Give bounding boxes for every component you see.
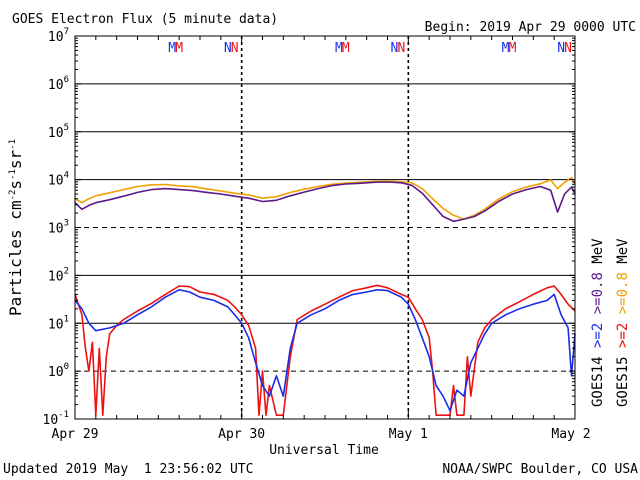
event-marker: N xyxy=(564,41,572,56)
x-tick-label: May 2 xyxy=(551,427,590,442)
event-marker: M xyxy=(342,41,350,56)
event-marker: N xyxy=(224,41,232,56)
series-line xyxy=(74,181,576,223)
legend-text: MeV xyxy=(590,238,606,272)
series-line xyxy=(74,284,576,416)
data-series xyxy=(74,176,576,416)
updated-timestamp: Updated 2019 May 1 23:56:02 UTC xyxy=(3,462,253,477)
y-label-base: Particles cm xyxy=(6,200,25,316)
y-tick-label: 105 xyxy=(48,123,69,141)
legend-column: GOES15 >=2 >=0.8 MeV xyxy=(615,238,631,407)
event-marker: M xyxy=(175,41,183,56)
y-axis-label: Particles cm-2s-1sr-1 xyxy=(6,139,25,316)
y-tick-label: 103 xyxy=(48,219,69,237)
y-tick-label: 100 xyxy=(48,362,69,380)
y-label-mid2: sr xyxy=(6,149,25,169)
event-marker: N xyxy=(391,41,399,56)
x-axis-label: Universal Time xyxy=(269,443,379,458)
x-tick-label: Apr 30 xyxy=(218,427,265,442)
axes: 10-1 100 101 102 103 104 105 106 107 Apr 29 Apr 30… xyxy=(43,27,591,442)
legend-text: GOES14 xyxy=(590,356,606,407)
y-tick-label: 10-1 xyxy=(43,410,70,428)
grid-lines xyxy=(75,36,575,419)
credit-line: NOAA/SWPC Boulder, CO USA xyxy=(442,462,638,477)
legend-text: >=2 xyxy=(590,323,606,357)
y-tick-label: 106 xyxy=(48,75,69,93)
y-tick-label: 102 xyxy=(48,266,69,284)
y-label-mid1: s xyxy=(6,180,25,190)
y-tick-label: 107 xyxy=(48,27,69,45)
legend-text: >=0.8 xyxy=(615,272,631,323)
legend-text: MeV xyxy=(615,238,631,272)
event-marker: M xyxy=(509,41,517,56)
legend-entry: GOES14 >=2 >=0.8 MeV xyxy=(590,238,606,407)
event-marker: N xyxy=(397,41,405,56)
event-marker: N xyxy=(231,41,239,56)
series-line xyxy=(74,176,576,220)
legend-column: GOES14 >=2 >=0.8 MeV xyxy=(590,238,606,407)
begin-time: Begin: 2019 Apr 29 0000 UTC xyxy=(425,20,636,35)
legend-text: >=2 xyxy=(615,323,631,357)
y-tick-label: 101 xyxy=(48,314,69,332)
series-line xyxy=(74,289,576,412)
y-tick-label: 104 xyxy=(48,171,69,189)
event-marker: N xyxy=(557,41,565,56)
legend-entry: GOES15 >=2 >=0.8 MeV xyxy=(615,238,631,407)
chart-title: GOES Electron Flux (5 minute data) xyxy=(12,12,278,27)
x-tick-label: May 1 xyxy=(389,427,428,442)
event-marker: M xyxy=(502,41,510,56)
y-label-exp1: -2 xyxy=(8,190,18,201)
legend-text: GOES15 xyxy=(615,356,631,407)
y-label-exp3: -1 xyxy=(8,139,18,150)
event-marker: M xyxy=(335,41,343,56)
event-marker: M xyxy=(168,41,176,56)
x-tick-label: Apr 29 xyxy=(52,427,99,442)
y-label-exp2: -1 xyxy=(8,169,18,180)
legend-text: >=0.8 xyxy=(590,272,606,323)
